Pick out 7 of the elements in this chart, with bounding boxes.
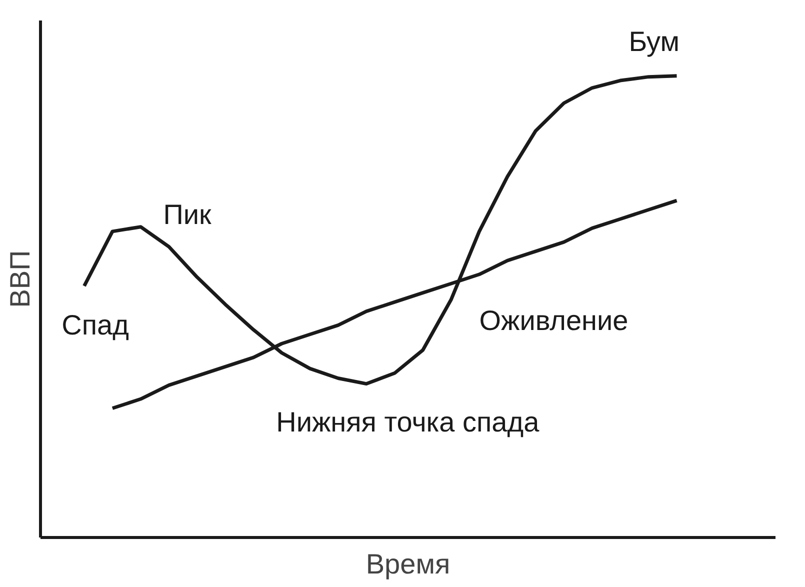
annotation: Оживление [479, 305, 628, 336]
text: Бум [628, 26, 680, 57]
annotation: Нижняя точка спада [276, 406, 540, 438]
annotation: Пик [163, 198, 212, 230]
annotation: Спад [62, 310, 129, 341]
x-axis-title: Время [366, 548, 450, 580]
y-axis-title: ВВП [4, 250, 36, 308]
